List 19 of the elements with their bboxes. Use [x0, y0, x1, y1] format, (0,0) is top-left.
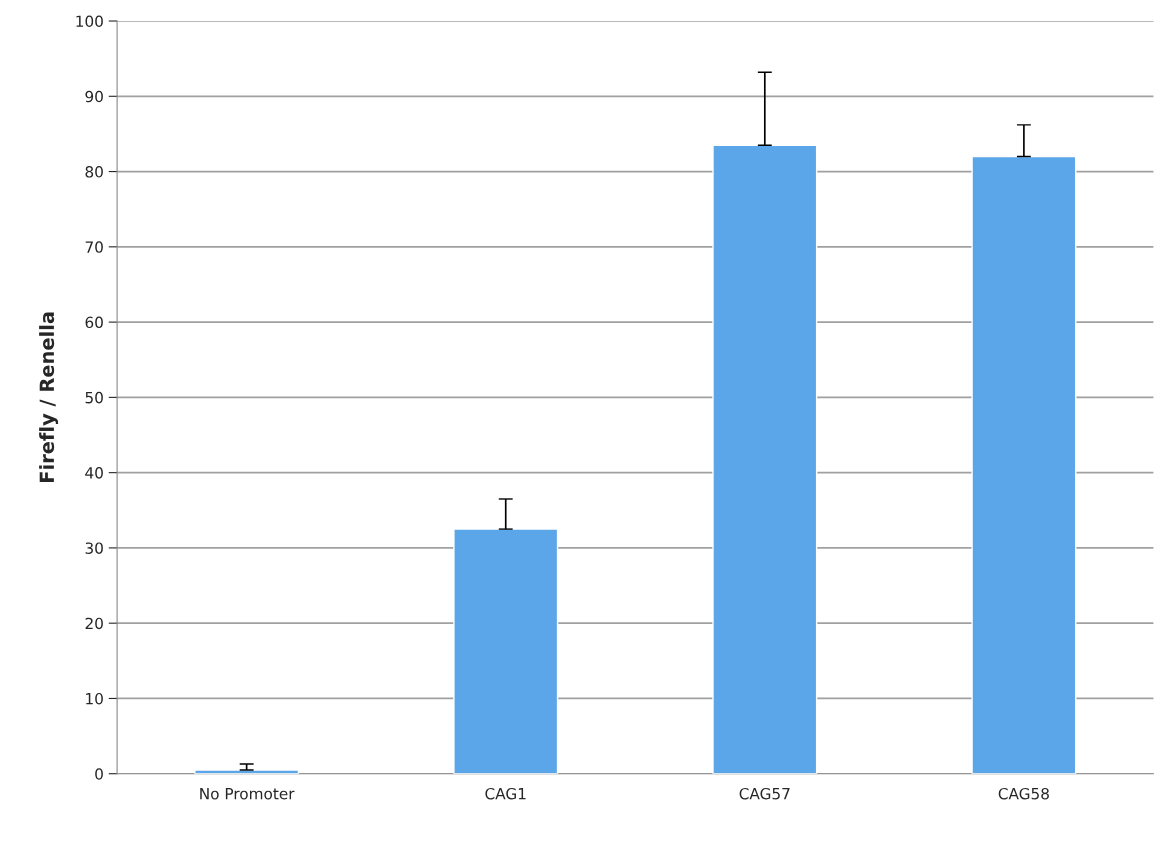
bar [453, 528, 559, 774]
bar [971, 155, 1077, 774]
y-tick-label: 0 [95, 768, 103, 780]
y-tick-label: 60 [85, 316, 103, 329]
x-tick-label: CAG57 [739, 787, 790, 800]
y-tick-label: 50 [85, 391, 103, 404]
y-tick-label: 40 [85, 467, 103, 479]
x-tick-label: No Promoter [200, 788, 295, 800]
y-tick-label: 90 [85, 90, 103, 103]
y-axis-title: Firefly / Renella [39, 312, 59, 482]
y-tick-label: 30 [85, 542, 103, 554]
y-tick-label: 20 [85, 617, 103, 630]
y-tick-label: 70 [85, 241, 103, 253]
y-tick-label: 80 [85, 166, 103, 178]
y-tick-label: 100 [76, 15, 103, 28]
x-tick-label: CAG58 [998, 787, 1049, 800]
bar [712, 144, 818, 774]
x-tick-label: CAG1 [485, 787, 526, 800]
y-tick-label: 10 [86, 692, 103, 705]
